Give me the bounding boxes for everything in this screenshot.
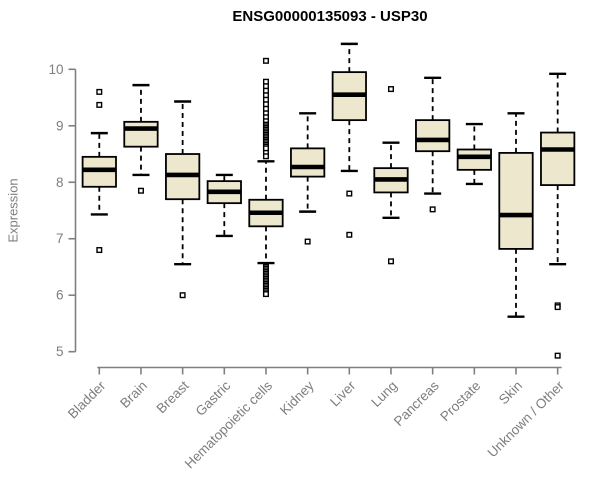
x-tick-label: Breast <box>154 378 192 416</box>
x-tick-label: Kidney <box>277 378 317 418</box>
outlier-point <box>387 258 394 265</box>
y-tick-label: 10 <box>48 62 63 77</box>
box-group-unknown-other <box>540 72 576 359</box>
x-tick-label: Lung <box>368 378 400 410</box>
box-group-brain <box>123 83 159 194</box>
x-tick-label: Prostate <box>437 378 483 424</box>
y-tick-label: 8 <box>56 175 64 190</box>
y-axis-title: Expression <box>5 178 21 243</box>
x-tick-label: Gastric <box>193 378 234 419</box>
chart-title: ENSG00000135093 - USP30 <box>232 8 428 25</box>
y-tick-label: 7 <box>56 231 64 246</box>
box-group-kidney <box>290 112 326 245</box>
outlier-point <box>554 304 561 311</box>
x-tick-label: Pancreas <box>391 378 442 429</box>
box-group-skin <box>498 112 534 318</box>
iqr-box <box>415 119 451 153</box>
iqr-box <box>123 120 159 148</box>
box-group-pancreas <box>415 76 451 213</box>
boxes-layer <box>81 42 576 359</box>
x-tick-label: Skin <box>496 378 525 407</box>
y-tick-label: 5 <box>56 344 64 359</box>
outlier-point <box>429 206 436 213</box>
outlier-point <box>387 86 394 93</box>
x-tick-label: Liver <box>327 378 359 410</box>
outlier-point <box>179 292 186 299</box>
box-group-hematopoietic-cells <box>248 57 284 298</box>
outlier-point <box>346 190 353 197</box>
outlier-point <box>96 101 103 108</box>
iqr-box <box>456 148 492 171</box>
iqr-box <box>290 147 326 178</box>
box-group-gastric <box>206 173 242 238</box>
box-group-lung <box>373 86 409 265</box>
iqr-box <box>540 131 576 186</box>
outlier-point <box>262 153 269 160</box>
outlier-point <box>554 352 561 359</box>
box-group-liver <box>331 42 367 238</box>
outlier-point <box>137 187 144 194</box>
box-group-bladder <box>81 88 117 254</box>
y-tick-label: 9 <box>56 118 64 133</box>
x-tick-label: Unknown / Other <box>485 378 568 461</box>
outlier-point <box>304 238 311 245</box>
outlier-point <box>262 291 269 298</box>
y-tick-label: 6 <box>56 288 64 303</box>
outlier-point <box>96 247 103 254</box>
iqr-box <box>498 151 534 250</box>
outlier-point <box>262 57 269 64</box>
box-group-prostate <box>456 122 492 186</box>
x-tick-label: Bladder <box>65 378 109 422</box>
box-group-breast <box>165 100 201 299</box>
outlier-point <box>346 231 353 238</box>
outlier-point <box>96 88 103 95</box>
x-tick-label: Brain <box>117 378 150 411</box>
